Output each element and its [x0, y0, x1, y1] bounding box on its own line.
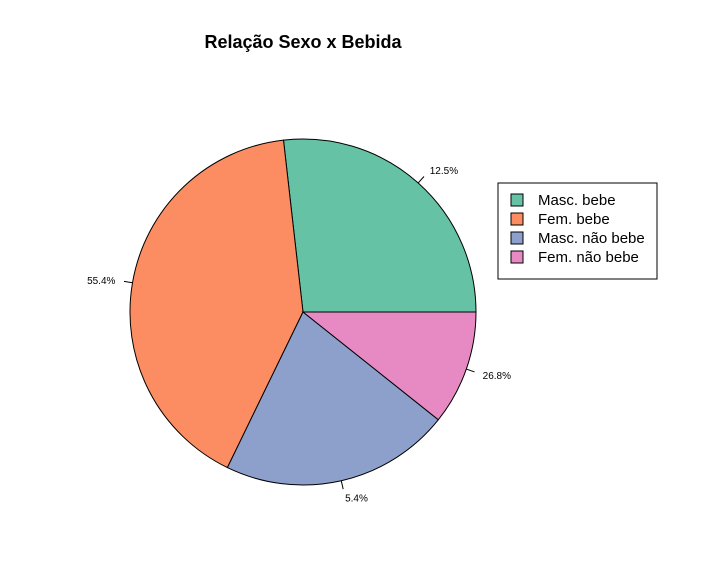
pie-label-1: 55.4%	[87, 276, 115, 287]
legend-box	[497, 182, 658, 280]
pie-label-tick-2	[340, 480, 344, 490]
pie-slice-3	[301, 311, 477, 421]
legend: Masc. bebe Fem. bebe Masc. não bebe Fem. nã…	[497, 182, 658, 280]
pie-label-3: 26.8%	[483, 371, 511, 382]
pie-slice-1	[129, 139, 304, 469]
pie-label-tick-0	[417, 176, 425, 184]
legend-swatch-1	[510, 212, 524, 226]
legend-label-2: Masc. não bebe	[538, 230, 645, 247]
pie-slice-0	[282, 138, 477, 313]
pie-labels: 12.5% 55.4% 5.4% 26.8%	[87, 166, 511, 505]
legend-swatch-0	[510, 193, 524, 207]
legend-label-3: Fem. não bebe	[538, 249, 639, 266]
pie-label-tick-3	[466, 368, 475, 373]
legend-swatch-3	[510, 250, 524, 264]
legend-label-1: Fem. bebe	[538, 211, 610, 228]
legend-swatch-2	[510, 231, 524, 245]
pie-label-tick-1	[123, 280, 133, 284]
pie-slices	[129, 138, 477, 486]
chart-title: Relação Sexo x Bebida	[204, 32, 402, 52]
legend-label-0: Masc. bebe	[538, 192, 616, 209]
pie-label-2: 5.4%	[345, 494, 368, 505]
pie-label-0: 12.5%	[430, 166, 458, 177]
